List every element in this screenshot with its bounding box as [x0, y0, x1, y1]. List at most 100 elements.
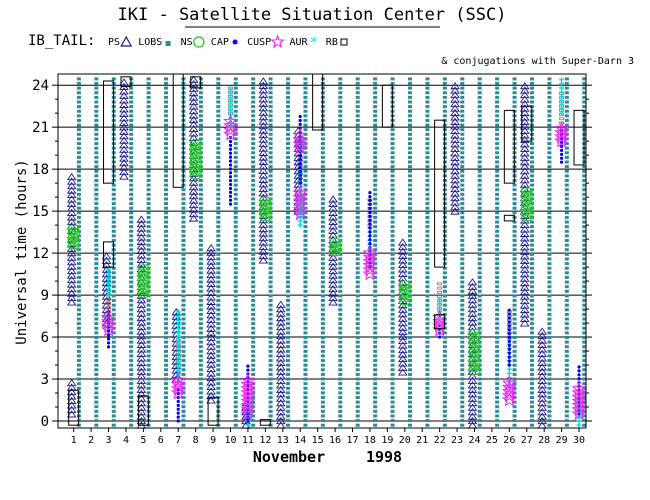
ns-mark: [564, 252, 569, 256]
ns-mark: [442, 391, 447, 395]
ns-mark: [251, 202, 256, 206]
ns-mark: [198, 225, 203, 229]
ns-mark: [477, 178, 482, 182]
triangle-mark: [206, 324, 216, 332]
ns-mark: [94, 252, 99, 256]
ns-mark: [164, 257, 169, 261]
ns-mark: [338, 308, 343, 312]
ns-mark: [408, 225, 412, 229]
ns-mark: [76, 308, 81, 312]
ns-mark: [233, 165, 238, 169]
ns-mark: [251, 234, 256, 238]
ns-mark: [216, 275, 221, 279]
aur-mark: [292, 206, 308, 221]
ns-mark: [94, 183, 99, 187]
ns-mark: [408, 114, 412, 118]
ns-mark: [495, 271, 500, 275]
cusp-dot: [228, 151, 233, 155]
ns-mark: [251, 91, 256, 95]
triangle-mark: [119, 96, 129, 104]
ns-mark: [547, 252, 552, 256]
aur-mark: [362, 253, 378, 268]
cap-mark: [259, 211, 272, 219]
ns-mark: [425, 303, 430, 307]
ns-mark: [582, 215, 587, 219]
ns-mark: [233, 243, 238, 247]
ns-mark: [198, 178, 203, 182]
triangle-mark: [206, 360, 216, 368]
ns-mark: [390, 128, 395, 132]
ns-mark: [512, 308, 517, 312]
ns-mark: [495, 202, 500, 206]
ns-mark: [216, 178, 221, 182]
ns-mark: [146, 252, 151, 256]
triangle-mark: [328, 222, 338, 230]
ns-mark: [408, 128, 412, 132]
aur-mark: [292, 201, 308, 217]
ns-mark: [198, 229, 203, 233]
ns-mark: [94, 312, 99, 316]
ns-mark: [198, 354, 203, 358]
ns-mark: [564, 423, 569, 427]
ns-mark: [181, 262, 186, 266]
ns-mark: [512, 400, 517, 404]
ns-mark: [425, 82, 430, 86]
ns-mark: [286, 243, 291, 247]
aur-mark: [240, 397, 256, 413]
ns-mark: [320, 137, 325, 141]
ns-mark: [495, 322, 500, 326]
ns-mark: [582, 229, 587, 233]
ns-mark: [460, 372, 465, 376]
ns-mark: [547, 372, 552, 376]
ns-mark: [355, 359, 360, 363]
ns-mark: [460, 82, 465, 86]
legend-square-dot-icon: [165, 41, 171, 46]
ns-mark: [355, 183, 360, 187]
ns-mark: [320, 132, 325, 136]
ns-mark: [390, 317, 395, 321]
ns-mark: [164, 123, 169, 127]
triangle-mark: [519, 126, 530, 134]
cusp-dot: [176, 419, 180, 423]
ns-mark: [390, 340, 395, 344]
ns-mark: [408, 192, 412, 196]
ns-mark: [181, 386, 186, 390]
ns-mark: [268, 280, 273, 284]
ns-mark: [529, 151, 534, 155]
ns-mark: [303, 317, 308, 321]
ns-mark: [94, 326, 99, 330]
ns-mark: [320, 303, 325, 307]
triangle-mark: [328, 257, 338, 266]
ns-mark: [564, 386, 569, 390]
triangle-mark: [188, 129, 199, 137]
ns-mark: [216, 248, 221, 252]
legend-label-aur: AUR: [290, 37, 309, 48]
ns-mark: [94, 275, 99, 279]
ns-mark: [198, 183, 203, 187]
ns-mark: [477, 317, 482, 321]
ns-mark: [547, 137, 552, 141]
triangle-mark: [136, 309, 147, 317]
ns-mark: [582, 382, 587, 386]
ns-mark: [373, 202, 378, 206]
ns-mark: [198, 317, 203, 321]
triangle-mark: [328, 204, 338, 212]
ns-mark: [355, 77, 360, 81]
triangle-mark: [519, 283, 530, 291]
ns-mark: [146, 109, 151, 113]
ns-mark: [216, 317, 221, 321]
ns-mark: [146, 345, 151, 349]
triangle-mark: [119, 100, 129, 108]
ns-mark: [94, 165, 99, 169]
ns-mark: [320, 220, 325, 224]
ns-mark: [164, 178, 169, 182]
ns-mark: [564, 400, 569, 404]
cusp-dot: [176, 399, 180, 404]
ns-mark: [564, 368, 569, 372]
ns-mark: [408, 239, 412, 243]
ns-mark: [477, 151, 482, 155]
rb-box: [259, 419, 271, 426]
cusp-dot: [176, 403, 180, 407]
ns-mark: [94, 331, 99, 335]
ns-mark: [268, 220, 273, 224]
